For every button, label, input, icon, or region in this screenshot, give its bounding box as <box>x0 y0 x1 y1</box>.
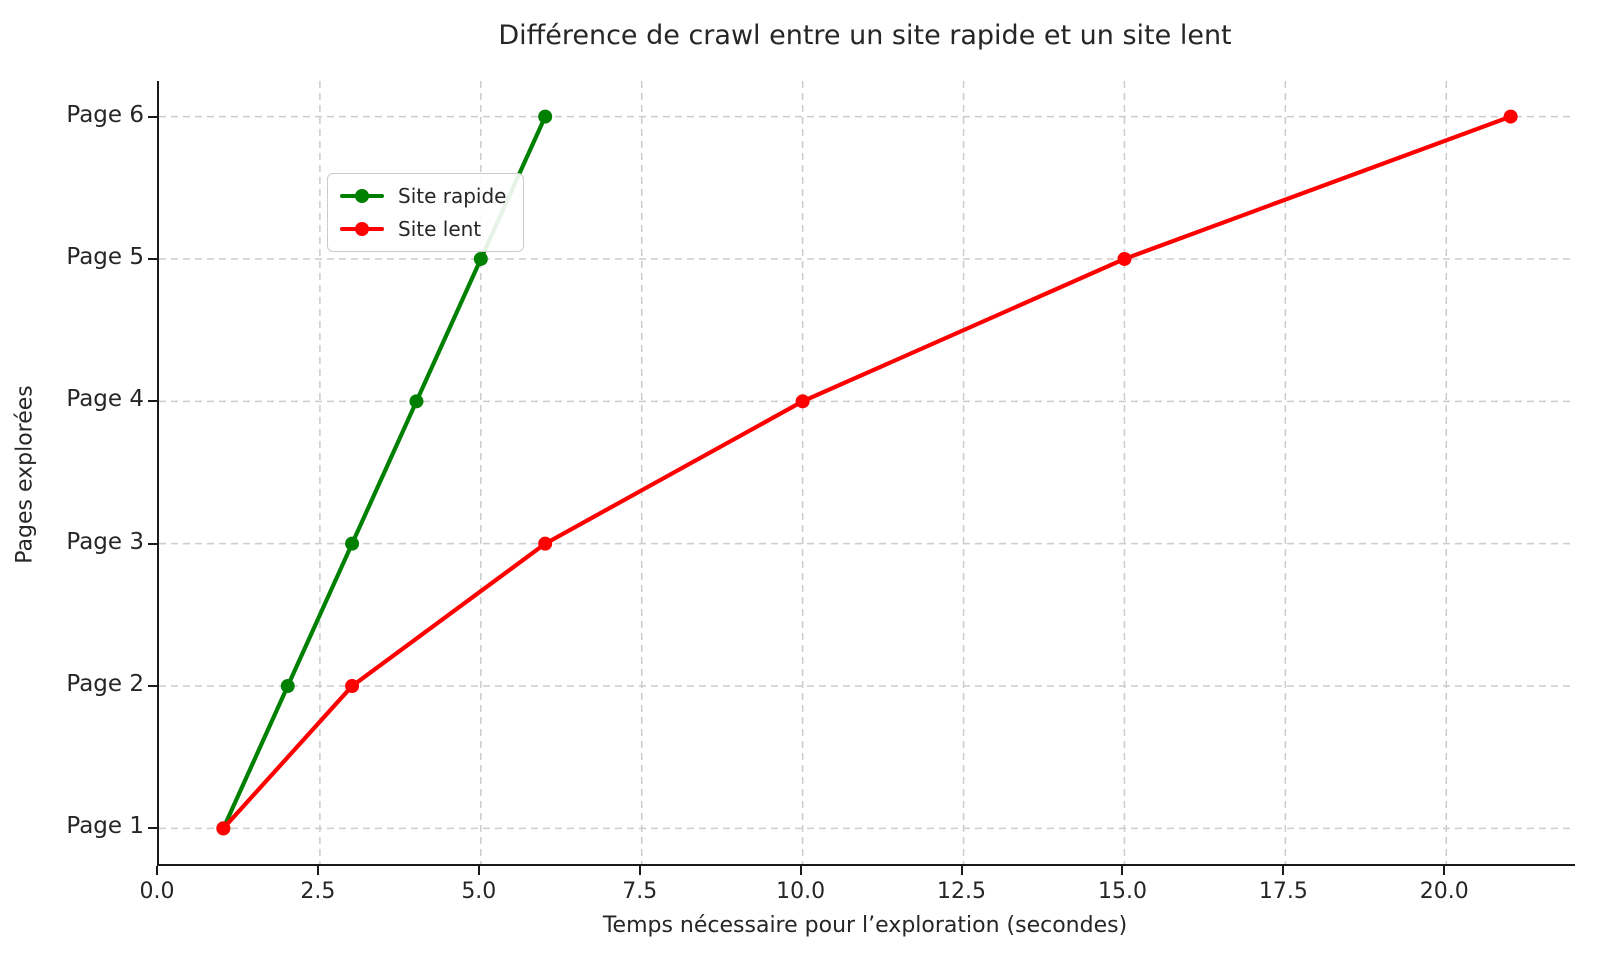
y-tick-mark <box>148 542 157 545</box>
y-tick-mark <box>148 827 157 830</box>
data-point-site-lent <box>345 679 360 694</box>
y-tick-label: Page 6 <box>66 101 144 128</box>
x-tick-label: 15.0 <box>1097 879 1147 904</box>
legend-line-sample-icon <box>340 189 384 203</box>
x-tick-mark <box>960 866 963 875</box>
chart-title: Différence de crawl entre un site rapide… <box>498 20 1232 51</box>
data-point-site-rapide <box>345 536 360 551</box>
legend-item-site-rapide: Site rapide <box>340 184 507 208</box>
data-point-site-rapide <box>280 679 295 694</box>
x-axis-label: Temps nécessaire pour l’exploration (sec… <box>602 913 1128 938</box>
y-tick-mark <box>148 257 157 260</box>
x-tick-mark <box>1282 866 1285 875</box>
x-tick-mark <box>1443 866 1446 875</box>
x-tick-label: 10.0 <box>776 879 826 904</box>
data-point-site-rapide <box>538 109 553 124</box>
x-tick-mark <box>477 866 480 875</box>
y-tick-mark <box>148 115 157 118</box>
data-point-site-lent <box>1503 109 1518 124</box>
y-tick-label: Page 2 <box>66 671 144 698</box>
x-tick-label: 7.5 <box>622 879 658 904</box>
data-point-site-rapide <box>409 394 424 409</box>
plot-canvas <box>159 81 1575 864</box>
series-line-site-lent <box>221 114 1513 831</box>
data-point-site-lent <box>538 536 553 551</box>
y-tick-label: Page 1 <box>66 813 144 840</box>
x-tick-mark <box>638 866 641 875</box>
x-tick-mark <box>156 866 158 875</box>
data-point-site-rapide <box>473 251 488 266</box>
x-tick-label: 5.0 <box>461 879 497 904</box>
y-tick-mark <box>148 400 157 403</box>
legend-label: Site rapide <box>398 184 507 208</box>
x-tick-mark <box>1121 866 1124 875</box>
x-tick-label: 17.5 <box>1258 879 1308 904</box>
data-point-site-lent <box>216 821 231 836</box>
x-tick-label: 12.5 <box>937 879 987 904</box>
x-tick-label: 0.0 <box>139 879 175 904</box>
data-point-site-lent <box>1117 251 1132 266</box>
data-point-site-lent <box>795 394 810 409</box>
plot-area: Site rapide Site lent <box>157 81 1575 866</box>
legend-line-sample-icon <box>340 222 384 236</box>
legend: Site rapide Site lent <box>327 173 524 252</box>
legend-marker-icon <box>355 189 369 203</box>
x-tick-mark <box>316 866 319 875</box>
y-tick-label: Page 5 <box>66 243 144 270</box>
x-tick-label: 20.0 <box>1419 879 1469 904</box>
legend-item-site-lent: Site lent <box>340 217 507 241</box>
legend-label: Site lent <box>398 217 482 241</box>
y-tick-label: Page 3 <box>66 528 144 555</box>
x-tick-label: 2.5 <box>300 879 336 904</box>
y-axis-label: Pages explorées <box>12 385 38 564</box>
legend-marker-icon <box>355 222 369 236</box>
y-tick-label: Page 4 <box>66 386 144 413</box>
y-tick-mark <box>148 685 157 688</box>
x-tick-mark <box>799 866 802 875</box>
